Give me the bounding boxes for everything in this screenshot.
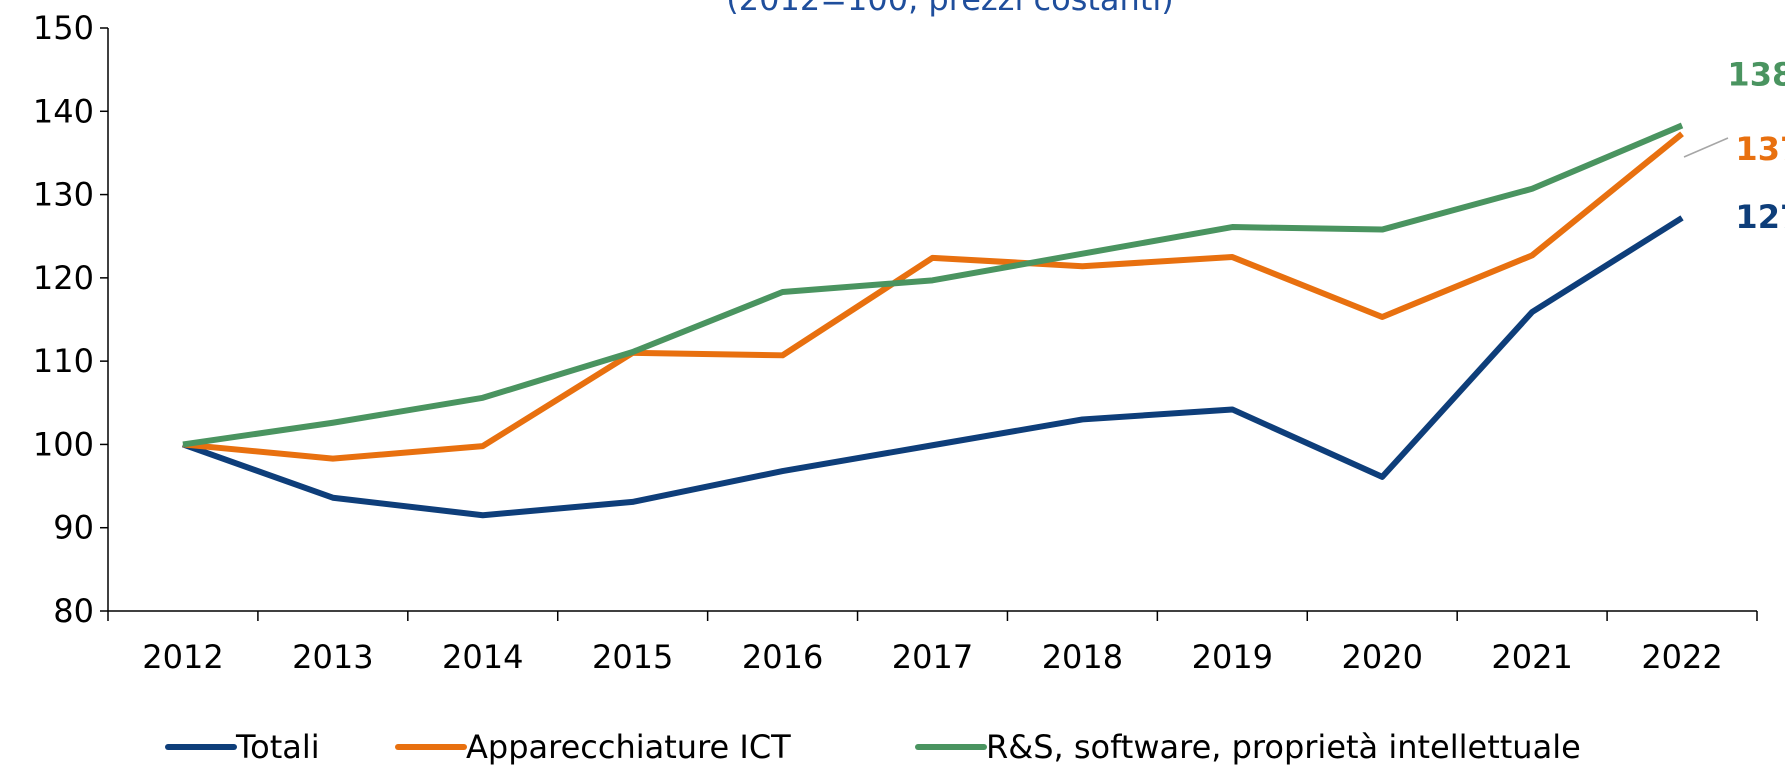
data-label: 127,2 [1735, 198, 1785, 236]
x-tick-label: 2020 [1342, 638, 1423, 676]
y-tick-label: 90 [53, 509, 94, 547]
line-series [182, 131, 1684, 462]
x-tick-label: 2013 [292, 638, 373, 676]
x-tick-label: 2018 [1042, 638, 1123, 676]
legend-label: R&S, software, proprietà intellettuale [986, 728, 1581, 766]
legend-label: Totali [235, 728, 320, 766]
y-tick-label: 150 [33, 9, 94, 47]
x-tick-label: 2016 [742, 638, 823, 676]
x-tick-label: 2014 [442, 638, 523, 676]
y-tick-label: 120 [33, 259, 94, 297]
line-series [182, 122, 1684, 448]
y-tick-label: 130 [33, 176, 94, 214]
x-tick-label: 2015 [592, 638, 673, 676]
chart-subtitle: (2012=100, prezzi costanti) [726, 0, 1173, 18]
y-tick-label: 110 [33, 342, 94, 380]
y-tick-label: 100 [33, 425, 94, 463]
x-tick-label: 2017 [892, 638, 973, 676]
leader-line [1683, 137, 1729, 158]
y-tick-label: 140 [33, 92, 94, 130]
x-tick-label: 2019 [1192, 638, 1273, 676]
x-tick-label: 2022 [1641, 638, 1722, 676]
x-tick-label: 2021 [1491, 638, 1572, 676]
x-tick-label: 2012 [142, 638, 223, 676]
data-label: 137,3 [1735, 130, 1785, 168]
data-label: 138,3 [1727, 55, 1785, 93]
legend-label: Apparecchiature ICT [466, 728, 791, 766]
line-series [181, 215, 1684, 519]
y-tick-label: 80 [53, 592, 94, 630]
